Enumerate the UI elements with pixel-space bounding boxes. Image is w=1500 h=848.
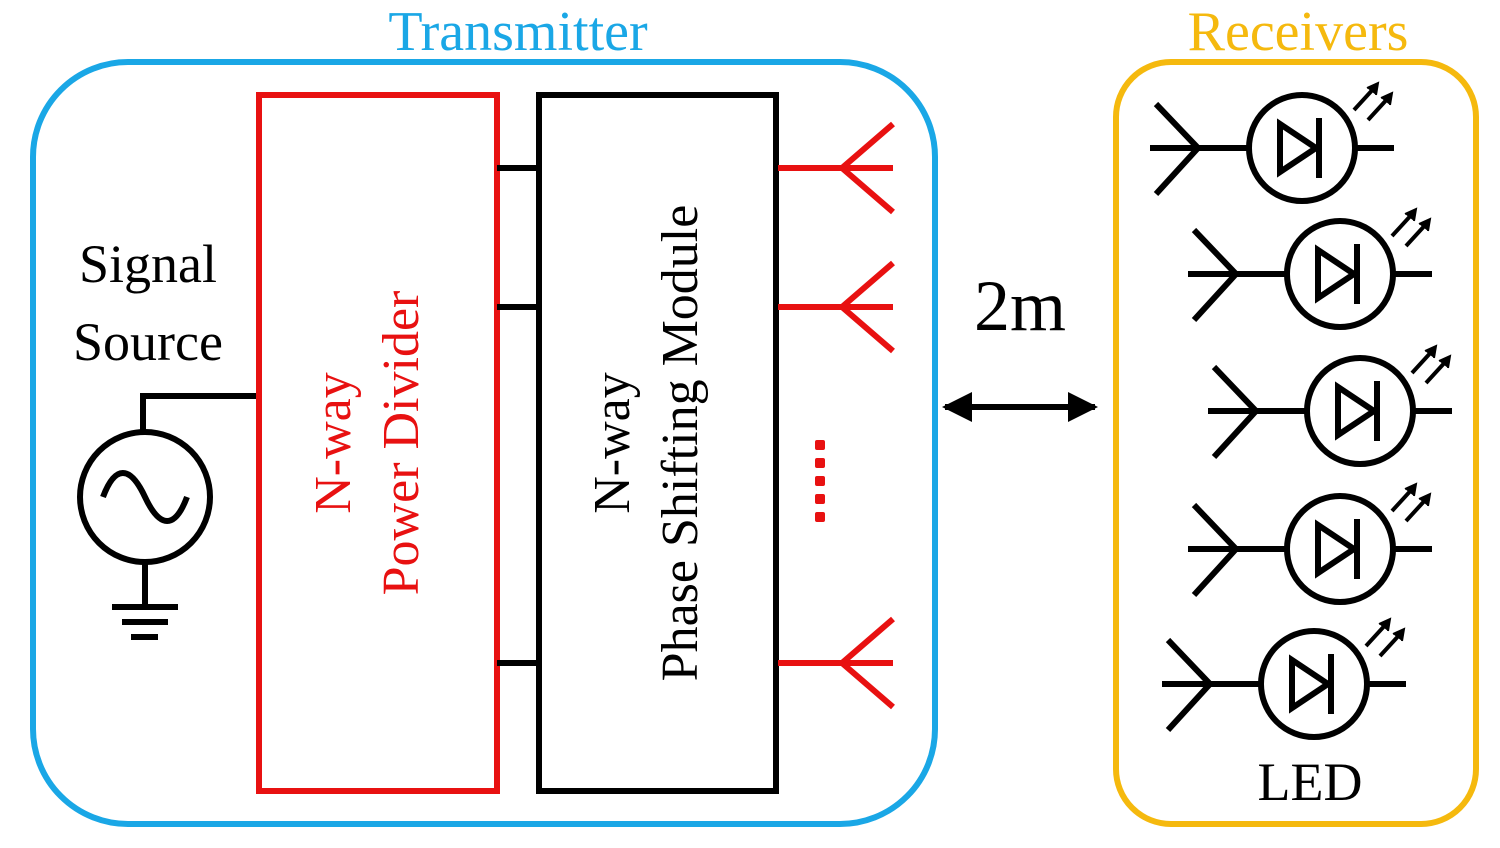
receiver-unit-4 [1188, 482, 1432, 605]
power-divider-label-line2: Power Divider [373, 291, 430, 596]
receiver-unit-3 [1208, 344, 1452, 467]
receiver-antenna-icon [1150, 101, 1247, 197]
transmit-antenna-n [778, 616, 895, 710]
emission-arrows-icon [1390, 482, 1432, 523]
led-icon [1304, 355, 1452, 467]
led-icon [1284, 218, 1432, 330]
emission-arrows-icon [1390, 207, 1432, 248]
phase-shifter-box [536, 92, 779, 794]
led-icon [1246, 92, 1394, 204]
led-icon [1284, 493, 1432, 605]
transmit-antenna-2 [778, 260, 895, 354]
emission-arrows-icon [1352, 81, 1394, 122]
receiver-antenna-icon [1208, 364, 1305, 460]
receiver-antenna-icon [1188, 227, 1285, 323]
receiver-unit-5 [1162, 617, 1406, 740]
phase-shifter-label-line2: Phase Shifting Module [652, 205, 709, 682]
power-divider-label-line1: N-way [305, 372, 362, 514]
signal-source-label-line1: Signal [79, 234, 217, 294]
divider-to-shifter-connections [497, 165, 539, 666]
receiver-units [1150, 81, 1452, 740]
phase-shifter-label-line1: N-way [584, 372, 641, 514]
led-label: LED [1258, 752, 1363, 812]
transmitter-title: Transmitter [388, 1, 648, 63]
ac-source-icon [77, 393, 258, 565]
transmitter-box [30, 59, 938, 827]
receiver-antenna-icon [1162, 637, 1259, 733]
led-icon [1258, 628, 1406, 740]
receiver-antenna-icon [1188, 502, 1285, 598]
emission-arrows-icon [1410, 344, 1452, 385]
emission-arrows-icon [1364, 617, 1406, 658]
receiver-unit-1 [1150, 81, 1394, 204]
ground-icon [112, 562, 178, 640]
power-divider-box [256, 92, 500, 794]
receivers-title: Receivers [1188, 1, 1409, 63]
transmit-antenna-1 [778, 121, 895, 215]
signal-source-label-line2: Source [73, 312, 223, 372]
receiver-unit-2 [1188, 207, 1432, 330]
receivers-box [1113, 59, 1479, 827]
distance-label: 2m [974, 266, 1066, 346]
antenna-ellipsis-dots [815, 440, 825, 522]
